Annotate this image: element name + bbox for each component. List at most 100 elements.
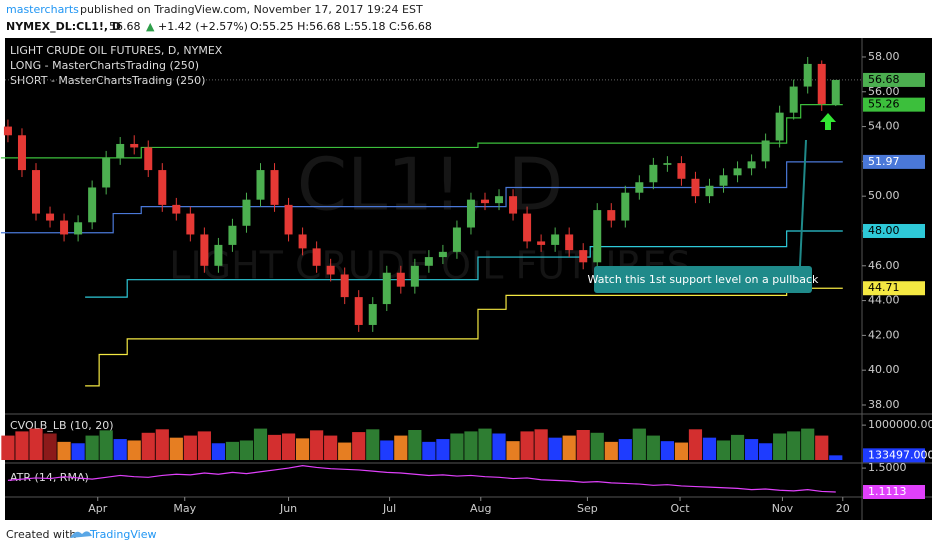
volume-title: CVOLB_LB (10, 20) [10, 419, 114, 432]
y-tick-label: 58.00 [868, 50, 900, 63]
volume-bar [324, 435, 338, 460]
candle-body [284, 204, 293, 235]
volume-bar [366, 429, 380, 460]
volume-bar [548, 437, 562, 460]
volume-bar [562, 435, 576, 460]
footer-brand[interactable]: TradingView [89, 528, 156, 541]
volume-bar [380, 440, 394, 460]
candle-body [298, 234, 307, 249]
candle-body [789, 86, 798, 113]
candle-body [172, 204, 181, 214]
candle-body [775, 112, 784, 141]
y-tick-label: 46.00 [868, 259, 900, 272]
last-value-label: 133497.0000 [868, 448, 932, 461]
volume-bar [436, 439, 450, 460]
last-value-badge [863, 72, 925, 87]
candle-body [677, 163, 686, 179]
candle-body [46, 213, 55, 221]
candle-body [396, 272, 405, 287]
volume-bar [85, 435, 99, 460]
candle-body [649, 164, 658, 183]
candle-body [186, 213, 195, 235]
author[interactable]: mastercharts [6, 3, 79, 16]
candle-body [354, 297, 363, 325]
candle-body [228, 225, 237, 245]
candle-body [635, 182, 644, 193]
candle-body [663, 163, 672, 165]
ohlc: O:55.25 H:56.68 L:55.18 C:56.68 [250, 20, 432, 33]
candle-body [747, 161, 756, 169]
candle-body [424, 257, 433, 266]
candle-body [719, 175, 728, 186]
candle-body [509, 196, 518, 214]
volume-bar [534, 429, 548, 460]
last-value-label: 48.00 [868, 224, 900, 237]
y-tick-label: 50.00 [868, 189, 900, 202]
candle-body [144, 147, 153, 171]
candle-body [438, 251, 447, 258]
candle-body [705, 185, 714, 197]
candle-body [116, 143, 125, 158]
candle-body [495, 196, 504, 204]
y-tick-label: 40.00 [868, 363, 900, 376]
volume-bar [141, 432, 155, 460]
annotation-box [594, 266, 812, 293]
volume-bar [773, 433, 787, 460]
last-value-label: 56.68 [868, 73, 900, 86]
volume-bar [71, 443, 85, 460]
volume-bar [253, 428, 268, 460]
volume-bar [759, 443, 773, 460]
volume-bar [99, 430, 113, 460]
candle-body [480, 199, 489, 204]
candle-body [102, 157, 111, 188]
volume-bar [225, 441, 240, 460]
volume-bar [520, 431, 534, 460]
y-tick-label: 1.5000 [868, 461, 907, 474]
atr-title: ATR (14, RMA) [10, 471, 89, 484]
volume-bar [15, 431, 29, 460]
candle-body [803, 63, 812, 87]
volume-bar [632, 428, 646, 460]
symbol: NYMEX_DL:CL1!, D [6, 20, 121, 33]
y-tick-label: 38.00 [868, 398, 900, 411]
candle-body [691, 178, 700, 197]
volume-bar [155, 429, 169, 460]
volume-bar [478, 428, 492, 460]
candle-body [621, 192, 630, 221]
candle-body [733, 168, 742, 176]
y-tick-label: 1000000.0000 [868, 418, 932, 431]
arrow-icon [820, 113, 836, 130]
volume-bar [408, 430, 422, 460]
y-tick-label: 42.00 [868, 328, 900, 341]
volume-bar [674, 442, 689, 460]
volume-bar [604, 441, 618, 460]
volume-bar [730, 434, 745, 460]
candle-body [593, 210, 602, 263]
x-tick-label: Jun [279, 502, 297, 515]
candle-body [817, 63, 826, 104]
candle-body [551, 234, 560, 245]
footer-created: Created with [6, 528, 76, 541]
last-value-badge [863, 281, 925, 296]
candle-body [607, 210, 616, 221]
volume-bar [169, 437, 183, 460]
y-tick-label: 44.00 [868, 294, 900, 307]
candle-body [242, 199, 251, 226]
last-value-label: 51.97 [868, 155, 900, 168]
volume-bar [394, 435, 408, 460]
y-tick-label: 54.00 [868, 120, 900, 133]
volume-bar [590, 432, 604, 460]
volume-bar [688, 429, 703, 460]
candle-body [312, 248, 321, 266]
candle-body [32, 170, 41, 214]
volume-bar [829, 455, 843, 460]
volume-bar [492, 433, 506, 460]
volume-bar [352, 432, 366, 460]
level-line [85, 287, 843, 387]
x-tick-label: Oct [671, 502, 691, 515]
volume-bar [744, 439, 759, 460]
change: +1.42 (+2.57%) [158, 20, 248, 33]
last-value-badge [863, 448, 925, 463]
